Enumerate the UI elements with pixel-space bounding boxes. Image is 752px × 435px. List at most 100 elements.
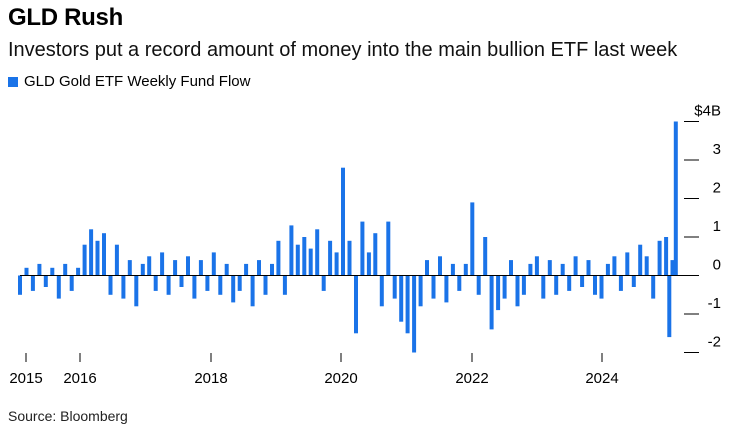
flow-bar [186, 256, 190, 276]
y-tick-label: -2 [708, 334, 721, 351]
flow-bar [509, 260, 513, 276]
bars-group [18, 121, 678, 353]
y-tick-label: 0 [713, 257, 721, 274]
flow-bar [373, 233, 378, 276]
flow-bar [30, 275, 35, 291]
flow-bar [295, 244, 300, 276]
flow-bar [399, 275, 404, 322]
flow-bar [37, 263, 42, 276]
flow-bar [334, 252, 339, 276]
flow-bar [580, 275, 585, 287]
flow-bar [618, 275, 623, 291]
flow-bar [244, 263, 249, 276]
flow-bar [69, 275, 74, 291]
flow-bar [476, 275, 481, 295]
flow-bar [412, 275, 417, 353]
flow-bar [502, 275, 507, 299]
chart-subtitle: Investors put a record amount of money i… [8, 39, 678, 61]
flow-bar [567, 275, 572, 291]
flow-bar [257, 260, 261, 276]
flow-bar [289, 225, 294, 276]
y-tick-label: -1 [708, 295, 721, 312]
flow-bar [95, 240, 100, 276]
legend-swatch [8, 76, 18, 87]
flow-bar [457, 275, 462, 291]
flow-bar [147, 256, 152, 276]
flow-bar [315, 229, 320, 276]
flow-bar [250, 275, 255, 307]
flow-bar [586, 260, 591, 276]
flow-bar [599, 275, 604, 299]
flow-bar [50, 267, 55, 276]
flow-bar [638, 244, 643, 276]
legend-label: GLD Gold ETF Weekly Fund Flow [24, 73, 251, 90]
flow-bar [573, 256, 578, 276]
x-tick-label: 2020 [324, 370, 357, 387]
flow-bar [173, 260, 178, 276]
flow-bar [386, 221, 391, 276]
legend: GLD Gold ETF Weekly Fund Flow [8, 73, 250, 90]
flow-bar [205, 275, 210, 291]
flow-bar [153, 275, 158, 291]
flow-bar [82, 244, 87, 276]
flow-bar [134, 275, 139, 307]
flow-bar [496, 275, 501, 311]
flow-bar [179, 275, 184, 287]
flow-bar [670, 260, 675, 276]
y-tick-label: 3 [713, 141, 721, 158]
flow-bar [160, 252, 165, 276]
flow-bar [631, 275, 636, 287]
x-axis: 2015 2016 2018 2020 2022 2024 [9, 353, 619, 387]
flow-bar [554, 275, 559, 295]
flow-bar [76, 267, 81, 276]
flow-bar [127, 260, 132, 276]
flow-bar [651, 275, 656, 299]
flow-bar [198, 260, 203, 276]
flow-bar [224, 263, 229, 276]
flow-bar [667, 275, 672, 338]
flow-bar [673, 121, 678, 276]
flow-bar [515, 275, 520, 307]
flow-bar [438, 256, 442, 276]
flow-bar [43, 275, 48, 287]
flow-bar [657, 240, 662, 276]
flow-bar [347, 240, 352, 276]
flow-bar [534, 256, 539, 276]
flow-bar [463, 263, 468, 276]
flow-bar [560, 263, 565, 276]
flow-bar [431, 275, 436, 299]
flow-bar [218, 275, 223, 295]
flow-bar [541, 275, 546, 299]
flow-bar [605, 263, 610, 276]
flow-bar [470, 202, 475, 276]
flow-bar [302, 237, 307, 276]
flow-bar [282, 275, 287, 295]
flow-bar [521, 275, 526, 295]
flow-bar [392, 275, 397, 299]
flow-bar [664, 237, 669, 276]
flow-bar [489, 275, 494, 330]
x-tick-label: 2016 [63, 370, 96, 387]
flow-bar [263, 275, 268, 295]
flow-bar [528, 263, 533, 276]
flow-bar [192, 275, 197, 299]
source-note: Source: Bloomberg [8, 408, 128, 424]
x-tick-label: 2015 [9, 370, 42, 387]
flow-bar [270, 263, 274, 276]
flow-bar [483, 237, 488, 276]
chart-title: GLD Rush [8, 4, 123, 31]
x-tick-label: 2024 [585, 370, 618, 387]
flow-bar [121, 275, 126, 299]
flow-bar [102, 233, 106, 276]
flow-bar [444, 275, 449, 303]
flow-bar [366, 252, 371, 276]
flow-bar [321, 275, 326, 291]
x-tick-label: 2022 [455, 370, 488, 387]
flow-bar [237, 275, 242, 291]
flow-bar [114, 244, 119, 276]
flow-bar [18, 275, 22, 295]
flow-bar [425, 260, 429, 276]
flow-bar [231, 275, 236, 303]
y-tick-label: 1 [713, 218, 721, 235]
